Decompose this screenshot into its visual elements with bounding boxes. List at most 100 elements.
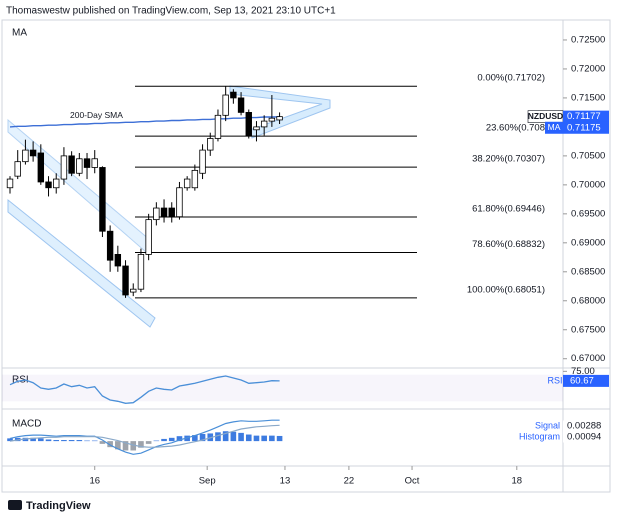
y-tick-label: 0.71500 (571, 92, 605, 103)
histogram-bar (122, 441, 129, 451)
histogram-bar (61, 440, 67, 442)
ma-tag-label: MA (548, 122, 561, 132)
rsi-title: RSI (12, 375, 29, 386)
candle-body (22, 149, 29, 163)
footer: TradingView (26, 500, 91, 512)
y-tick-label: 75.00 (571, 366, 595, 377)
histogram-bar (215, 432, 221, 442)
histogram-bar (261, 435, 267, 442)
x-tick-label: 16 (89, 476, 100, 487)
y-tick-label: 0.67000 (571, 353, 605, 364)
histogram-bar (222, 431, 229, 442)
histogram-bar (245, 434, 252, 442)
candle-body (153, 207, 160, 221)
macd-line (9, 419, 280, 455)
histogram-bar (276, 435, 283, 442)
candle-body (237, 97, 245, 113)
x-tick-label: 18 (512, 476, 523, 487)
histogram-bar (99, 441, 106, 444)
y-tick-label: 0.67500 (571, 324, 605, 335)
header: Thomaswestw published on TradingView.com… (6, 6, 336, 17)
signal-value-label: 0.00288 (567, 421, 601, 432)
histogram-value-label: 0.00094 (567, 432, 601, 443)
frame (1, 19, 611, 493)
y-tick-label: 0.72000 (571, 63, 605, 74)
tradingview-logo: TradingView (8, 500, 91, 512)
candle-body (191, 169, 199, 189)
x-tick-label: Oct (405, 476, 420, 487)
signal-line (9, 424, 280, 448)
candle-body (122, 265, 129, 296)
candle-body (268, 117, 276, 122)
ma-tag (545, 121, 563, 134)
rsi-value-label: 60.67 (570, 375, 594, 386)
histogram-bar (53, 440, 60, 442)
histogram-bar (45, 439, 52, 442)
y-tick-label: 0.68000 (571, 295, 605, 306)
candle-body (106, 230, 114, 261)
symbol-label: NZDUSD (528, 111, 563, 121)
candle-body (245, 112, 252, 136)
histogram-bar (153, 440, 160, 442)
candle-body (199, 149, 206, 174)
candle-body (176, 187, 183, 218)
rsi-tag-label: RSI (547, 375, 562, 385)
indicator-label: MA (12, 28, 27, 39)
candle-body (60, 155, 68, 180)
channel-band (7, 198, 156, 328)
y-tick-label: 0.69500 (571, 208, 605, 219)
candle-body (145, 219, 152, 255)
histogram-name: Histogram (519, 431, 560, 441)
candle-body (99, 167, 106, 232)
histogram-bar (145, 441, 152, 444)
histogram-bar (76, 440, 83, 442)
y-tick-label: 0.72500 (571, 34, 605, 45)
histogram-bar (168, 437, 175, 442)
fib-label: 23.60%(0.708 (486, 123, 545, 134)
candle-body (276, 116, 283, 121)
candle-body (260, 120, 268, 128)
candle-body (6, 178, 14, 189)
logo-icon (8, 500, 22, 510)
histogram-value-tag (563, 431, 609, 443)
candle-body (29, 149, 37, 157)
histogram-bar (176, 436, 183, 442)
candle-body (53, 178, 60, 189)
y-tick-label: 0.70000 (571, 179, 605, 190)
histogram-bar (192, 435, 198, 442)
candle-body (76, 158, 83, 174)
signal-value-tag (563, 420, 609, 432)
candle-body (137, 254, 145, 290)
histogram-bar (230, 431, 237, 442)
candle-body (83, 158, 91, 168)
y-tick-label: 0.69000 (571, 237, 605, 248)
candle-body (183, 178, 191, 189)
rsi-value-tag (563, 374, 609, 387)
fib-label: 38.20%(0.70307) (472, 154, 545, 165)
macd-title: MACD (12, 419, 41, 430)
candle-body (68, 155, 75, 174)
y-tick-label: 0.68500 (571, 266, 605, 277)
fib-label: 61.80%(0.69446) (472, 203, 545, 214)
histogram-bar (91, 440, 98, 442)
candle-body (130, 288, 137, 293)
histogram-bar (130, 441, 137, 451)
candle-body (14, 161, 21, 177)
histogram-bar (30, 437, 36, 442)
candle-body (253, 126, 260, 131)
candle-body (160, 207, 168, 218)
candle-body (207, 138, 214, 151)
histogram-bar (115, 441, 121, 450)
histogram-bar (7, 438, 13, 442)
sma-line (9, 116, 280, 128)
candle-body (230, 91, 237, 99)
histogram-bar (38, 438, 44, 442)
candle-body (214, 114, 222, 139)
signal-name: Signal (535, 420, 560, 430)
fib-label: 100.00%(0.68051) (467, 284, 545, 295)
histogram-bar (253, 435, 260, 442)
histogram-bar (161, 438, 167, 442)
candle-body (168, 207, 175, 218)
candle-body (114, 254, 122, 267)
